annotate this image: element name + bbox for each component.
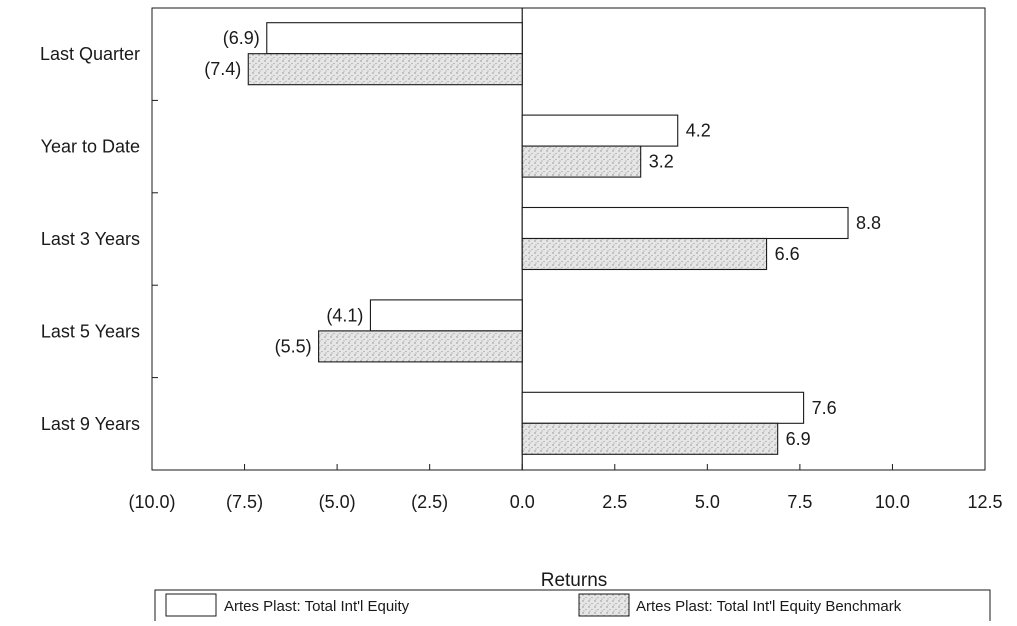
- x-tick-label: 10.0: [875, 492, 910, 512]
- data-label: 3.2: [649, 152, 674, 172]
- x-tick-label: (5.0): [319, 492, 356, 512]
- bar-total-intl-equity: [521, 114, 679, 147]
- bar-total-intl-equity: [521, 391, 805, 424]
- category-label: Last 3 Years: [41, 229, 140, 249]
- legend-swatch-total-intl-equity: [165, 593, 217, 617]
- x-tick-label: 2.5: [602, 492, 627, 512]
- data-label: 6.6: [775, 244, 800, 264]
- bar-total-intl-equity: [521, 206, 849, 240]
- data-label: (7.4): [204, 59, 241, 79]
- data-label: 7.6: [812, 398, 837, 418]
- category-label: Last Quarter: [40, 44, 140, 64]
- category-labels-layer: Last Quarter Year to Date Last 3 Years Last…: [40, 44, 140, 434]
- category-label: Last 9 Years: [41, 414, 140, 434]
- x-tick-label: (7.5): [226, 492, 263, 512]
- x-tick-label: (2.5): [411, 492, 448, 512]
- bar-benchmark: [521, 145, 642, 178]
- x-tick-labels-layer: (10.0) (7.5) (5.0) (2.5) 0.0 2.5 5.0 7.5 10.0 12.…: [128, 492, 1002, 512]
- legend-label-total-intl-equity: Artes Plast: Total Int'l Equity: [224, 598, 410, 615]
- x-tick-label: 0.0: [510, 492, 535, 512]
- plot-frame: [151, 7, 986, 471]
- category-label: Last 5 Years: [41, 321, 140, 341]
- bars-layer: [247, 22, 849, 455]
- data-label: (6.9): [223, 28, 260, 48]
- data-label: 6.9: [786, 429, 811, 449]
- x-tick-label: (10.0): [128, 492, 175, 512]
- legend-label-benchmark: Artes Plast: Total Int'l Equity Benchmar…: [636, 598, 902, 615]
- bar-benchmark: [318, 330, 523, 363]
- legend-frame: [154, 589, 991, 626]
- legend: Artes Plast: Total Int'l Equity Artes Pl…: [154, 589, 991, 626]
- data-labels-layer: (6.9) (7.4) 4.2 3.2 8.8 6.6 (4.1) (5.5) 7.66.9: [204, 28, 881, 449]
- data-label: 8.8: [856, 213, 881, 233]
- data-label: (4.1): [326, 305, 363, 325]
- bar-benchmark: [521, 422, 779, 455]
- legend-swatch-benchmark: [578, 593, 630, 617]
- bar-total-intl-equity: [266, 22, 523, 55]
- data-label: 4.2: [686, 121, 711, 141]
- bar-benchmark: [521, 237, 768, 271]
- x-tick-label: 7.5: [787, 492, 812, 512]
- category-label: Year to Date: [41, 137, 140, 157]
- x-tick-label: 5.0: [695, 492, 720, 512]
- bar-benchmark: [247, 53, 523, 86]
- bar-total-intl-equity: [369, 299, 523, 332]
- x-axis-title: Returns: [541, 570, 608, 591]
- data-label: (5.5): [275, 336, 312, 356]
- x-tick-label: 12.5: [967, 492, 1002, 512]
